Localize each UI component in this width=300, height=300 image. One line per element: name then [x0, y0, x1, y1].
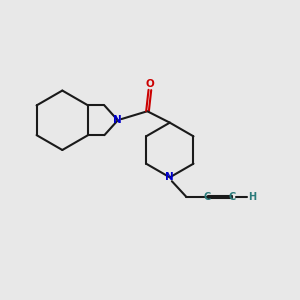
Text: O: O [146, 79, 154, 89]
Text: N: N [165, 172, 174, 182]
Text: C: C [228, 192, 236, 202]
Text: H: H [248, 192, 256, 202]
Text: C: C [204, 192, 211, 202]
Text: N: N [113, 115, 122, 125]
